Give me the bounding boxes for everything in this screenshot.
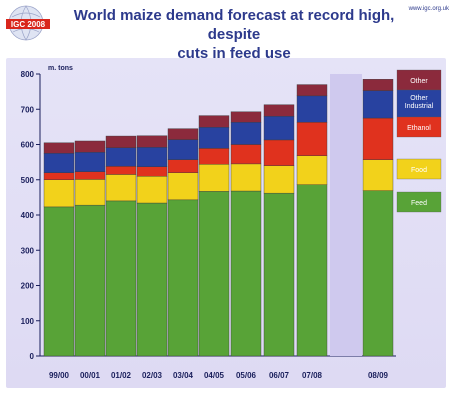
bar-segment-ethanol: [43, 172, 75, 180]
bar-segment-other-industrial: [105, 147, 137, 167]
bar-segment-ethanol: [263, 139, 295, 166]
legend-label-ethanol: Ethanol: [407, 125, 431, 132]
bar-segment-food: [230, 163, 262, 192]
legend-label-other: Other: [410, 78, 428, 85]
bar-segment-food: [167, 172, 199, 201]
legend-swatch-feed: [396, 191, 442, 213]
bar-segment-other-industrial: [167, 139, 199, 160]
title-line-1: World maize demand forecast at record hi…: [73, 7, 395, 43]
bar-segment-other: [136, 135, 168, 148]
bar-segment-feed: [198, 191, 230, 357]
bar-segment-other: [74, 140, 106, 153]
bar-segment-ethanol: [167, 159, 199, 173]
bar-segment-other-industrial: [43, 153, 75, 173]
legend-swatch-ethanol: [396, 116, 442, 138]
bar-segment-food: [136, 176, 168, 204]
bar-segment-food: [296, 155, 328, 185]
legend-swatch-food: [396, 158, 442, 180]
bar-segment-food: [105, 174, 137, 202]
legend-label-other-industrial: Other Industrial: [405, 95, 434, 110]
bar-segment-other-industrial: [263, 116, 295, 141]
y-tick-label: 400: [21, 211, 35, 220]
y-tick-label: 500: [21, 176, 35, 185]
title-line-2: cuts in feed use: [177, 45, 291, 62]
logo-text: IGC 2008: [11, 20, 46, 29]
y-tick-label: 100: [21, 317, 35, 326]
bar-segment-ethanol: [198, 148, 230, 165]
x-tick-label: 02/03: [142, 371, 163, 380]
legend-label-feed: Feed: [411, 200, 427, 207]
x-tick-label: 03/04: [173, 371, 194, 380]
bar-segment-other-industrial: [230, 122, 262, 145]
bar-segment-ethanol: [230, 144, 262, 165]
bar-segment-feed: [43, 206, 75, 357]
x-tick-label: 05/06: [236, 371, 257, 380]
bar-segment-feed: [230, 190, 262, 357]
bar-segment-other: [105, 135, 137, 148]
bar-segment-ethanol: [362, 117, 394, 160]
x-tick-label: 07/08: [302, 371, 323, 380]
bar-segment-other-industrial: [74, 152, 106, 172]
y-tick-label: 300: [21, 246, 35, 255]
bar-segment-food: [362, 159, 394, 191]
y-tick-label: 0: [30, 352, 35, 361]
bar-segment-feed: [105, 200, 137, 357]
source-url: www.igc.org.uk: [408, 6, 449, 12]
bar-segment-feed: [362, 190, 394, 357]
bar-segment-food: [74, 179, 106, 206]
bar-segment-food: [263, 165, 295, 194]
y-tick-label: 600: [21, 141, 35, 150]
bar-segment-other: [43, 142, 75, 154]
bar-segment-other: [296, 84, 328, 97]
bar-segment-other-industrial: [136, 147, 168, 167]
bar-segment-other: [362, 79, 394, 91]
x-tick-label: 06/07: [269, 371, 290, 380]
x-tick-label: 04/05: [204, 371, 225, 380]
bar-segment-feed: [263, 192, 295, 357]
bar-segment-other-industrial: [296, 95, 328, 123]
bar-segment-ethanol: [136, 166, 168, 177]
chart-title: World maize demand forecast at record hi…: [54, 6, 414, 63]
y-tick-label: 200: [21, 282, 35, 291]
y-axis-label: m. tons: [48, 65, 73, 72]
bar-segment-other: [198, 115, 230, 128]
bar-segment-other: [263, 104, 295, 117]
bar-segment-feed: [136, 202, 168, 357]
forecast-gap: [330, 74, 362, 356]
bar-segment-feed: [296, 184, 328, 357]
bar-segment-other-industrial: [362, 90, 394, 119]
igc-globe-logo: IGC 2008: [6, 5, 50, 41]
bar-segment-feed: [74, 204, 106, 357]
bar-segment-ethanol: [296, 122, 328, 156]
bar-segment-food: [43, 179, 75, 208]
x-tick-label: 99/00: [49, 371, 70, 380]
y-tick-label: 800: [21, 70, 35, 79]
bar-segment-feed: [167, 199, 199, 357]
legend-swatch-other-industrial: [396, 89, 442, 118]
bar-segment-other-industrial: [198, 127, 230, 149]
bar-segment-other: [230, 111, 262, 123]
x-tick-label: 00/01: [80, 371, 101, 380]
bar-segment-ethanol: [74, 171, 106, 180]
y-tick-label: 700: [21, 105, 35, 114]
x-tick-label: 08/09: [368, 371, 389, 380]
x-tick-label: 01/02: [111, 371, 132, 380]
bar-segment-other: [167, 128, 199, 140]
legend-label-food: Food: [411, 167, 427, 174]
bar-segment-ethanol: [105, 166, 137, 175]
bar-segment-food: [198, 164, 230, 192]
